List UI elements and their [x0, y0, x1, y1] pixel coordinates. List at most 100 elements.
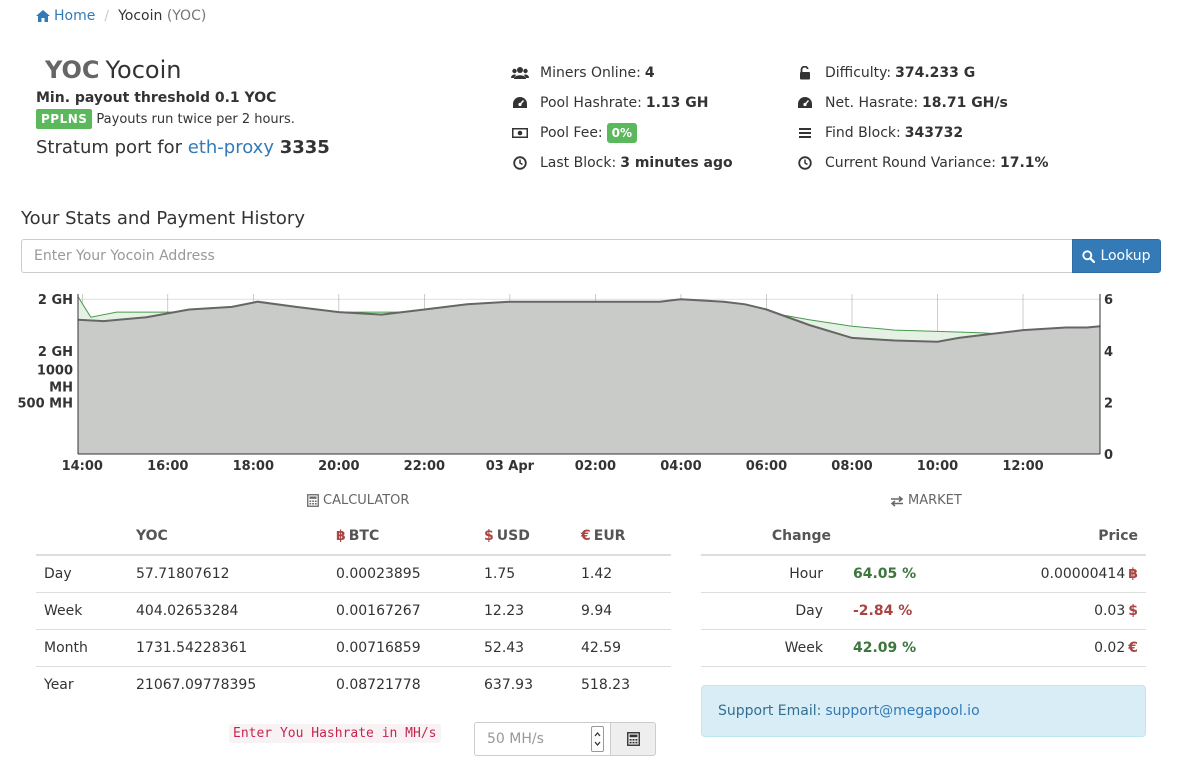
price-value: 0.00000414: [1040, 566, 1126, 582]
cell-usd: 52.43: [476, 629, 573, 667]
breadcrumb-home-link[interactable]: Home: [36, 8, 95, 24]
dashboard-icon: [795, 95, 815, 111]
market-header-row: Change Price: [701, 518, 1146, 556]
stat-net-hashrate: Net. Hasrate: 18.71 GH/s: [795, 93, 1049, 113]
calculator-row-year: Year 21067.09778395 0.08721778 637.93 51…: [36, 667, 671, 704]
col-usd-label: USD: [496, 528, 530, 544]
stat-round-variance: Current Round Variance: 17.1%: [795, 153, 1049, 173]
col-price: Price: [961, 518, 1146, 556]
cell-btc: 0.00023895: [328, 555, 476, 593]
cell-period: Day: [701, 592, 831, 630]
lookup-button-label: Lookup: [1100, 248, 1151, 264]
stat-label: Pool Fee:: [540, 125, 603, 141]
search-icon: [1082, 249, 1096, 263]
stat-value: 17.1%: [999, 155, 1049, 171]
pplns-badge: PPLNS: [36, 109, 93, 129]
cell-price: 0.00000414 ฿: [961, 555, 1146, 593]
stat-label: Find Block:: [825, 125, 901, 141]
dashboard-icon: [510, 95, 530, 111]
payout-threshold: Min. payout threshold 0.1 YOC: [36, 90, 277, 106]
col-eur-label: EUR: [593, 528, 626, 544]
col-btc-label: BTC: [348, 528, 380, 544]
calculator-header-row: YOC ฿ BTC $ USD € EUR: [36, 518, 671, 556]
calculator-row-week: Week 404.02653284 0.00167267 12.23 9.94: [36, 592, 671, 630]
y-left-tick-label: 500 MH: [18, 396, 73, 411]
calculator-icon: [626, 732, 640, 746]
y-left-tick-label: 2 GH: [38, 293, 73, 308]
stat-pool-hashrate: Pool Hashrate: 1.13 GH: [510, 93, 733, 113]
cell-period: Year: [44, 677, 74, 693]
col-usd: $ USD: [476, 518, 573, 556]
y-left-tick-label: 2 GH: [38, 345, 73, 360]
market-row-week: Week 42.09 % 0.02 €: [701, 629, 1146, 667]
breadcrumb-separator: /: [104, 8, 110, 24]
cell-price: 0.02 €: [961, 629, 1146, 667]
coin-title: YOC Yocoin: [45, 56, 181, 84]
market-header: MARKET: [890, 493, 962, 508]
pool-fee-badge: 0%: [606, 123, 638, 143]
stat-value: 1.13 GH: [645, 95, 709, 111]
cell-change: 42.09 %: [831, 629, 961, 667]
lookup-button[interactable]: Lookup: [1072, 239, 1161, 273]
series-area-0: [78, 299, 1100, 454]
y-right-tick-label: 6: [1104, 293, 1113, 308]
calculate-button[interactable]: [610, 722, 656, 756]
stat-label: Pool Hashrate:: [540, 95, 642, 111]
stat-label: Last Block:: [540, 155, 617, 171]
stat-label: Difficulty:: [825, 65, 892, 81]
network-stats-column: Difficulty: 374.233 G Net. Hasrate: 18.7…: [795, 63, 1049, 173]
series-line-0: [77, 298, 1101, 343]
clock-icon: [795, 155, 815, 171]
stat-last-block: Last Block: 3 minutes ago: [510, 153, 733, 173]
stat-value: 18.71 GH/s: [922, 95, 1008, 111]
hashrate-input[interactable]: [474, 722, 610, 756]
coin-symbol: YOC: [45, 56, 100, 84]
y-left-tick-label: 1000 MH: [37, 364, 73, 396]
x-tick-label: 10:00: [917, 459, 958, 474]
stat-value: 374.233 G: [895, 65, 976, 81]
breadcrumb-current-name: Yocoin: [118, 8, 163, 24]
support-alert: Support Email: support@megapool.io: [701, 685, 1146, 737]
stat-value: 4: [644, 65, 655, 81]
stat-difficulty: Difficulty: 374.233 G: [795, 63, 1049, 83]
eth-proxy-link[interactable]: eth-proxy: [187, 137, 274, 158]
home-icon: [36, 10, 50, 22]
stat-value: 3 minutes ago: [620, 155, 733, 171]
pool-stats-column: Miners Online: 4 Pool Hashrate: 1.13 GH …: [510, 63, 733, 173]
cell-btc: 0.08721778: [336, 677, 421, 693]
calculator-table: YOC ฿ BTC $ USD € EUR Day 57.71807612 0.000…: [36, 518, 671, 703]
market-table: Change Price Hour 64.05 % 0.00000414 ฿ Da…: [701, 518, 1146, 667]
stat-value: 343732: [904, 125, 964, 141]
cell-btc: 0.00167267: [328, 592, 476, 630]
calculator-row-day: Day 57.71807612 0.00023895 1.75 1.42: [36, 555, 671, 593]
euro-icon: €: [1128, 640, 1138, 656]
y-right-tick-label: 0: [1104, 448, 1113, 463]
stat-miners-online: Miners Online: 4: [510, 63, 733, 83]
address-input[interactable]: [21, 239, 1072, 273]
cell-period: Month: [36, 629, 128, 667]
hashrate-stepper[interactable]: [591, 726, 604, 752]
col-eur: € EUR: [573, 518, 671, 556]
calculator-header: CALCULATOR: [307, 493, 409, 508]
stratum-prefix: Stratum port for: [36, 137, 183, 158]
support-email-link[interactable]: support@megapool.io: [825, 703, 980, 719]
breadcrumb: Home / Yocoin (YOC): [36, 6, 206, 26]
cell-eur: 42.59: [573, 629, 671, 667]
breadcrumb-home-label: Home: [54, 8, 96, 24]
cell-yoc: 404.02653284: [128, 592, 328, 630]
x-tick-label: 22:00: [404, 459, 445, 474]
calculator-title: CALCULATOR: [323, 493, 410, 508]
col-period: [36, 518, 128, 556]
col-change: Change: [701, 518, 831, 556]
coin-name: Yocoin: [105, 56, 182, 84]
calculator-icon: [307, 494, 319, 507]
chart-axes: 14:00 16:00 18:00 20:00 22:00 03 Apr 02:00 04:0…: [18, 293, 1114, 474]
x-tick-label: 08:00: [831, 459, 872, 474]
cell-eur: 1.42: [573, 555, 671, 593]
stat-label: Miners Online:: [540, 65, 641, 81]
cell-period: Day: [36, 555, 128, 593]
breadcrumb-current-symbol: (YOC): [166, 8, 207, 24]
stat-find-block: Find Block: 343732: [795, 123, 1049, 143]
col-spacer: [831, 518, 961, 556]
money-icon: [510, 125, 530, 141]
